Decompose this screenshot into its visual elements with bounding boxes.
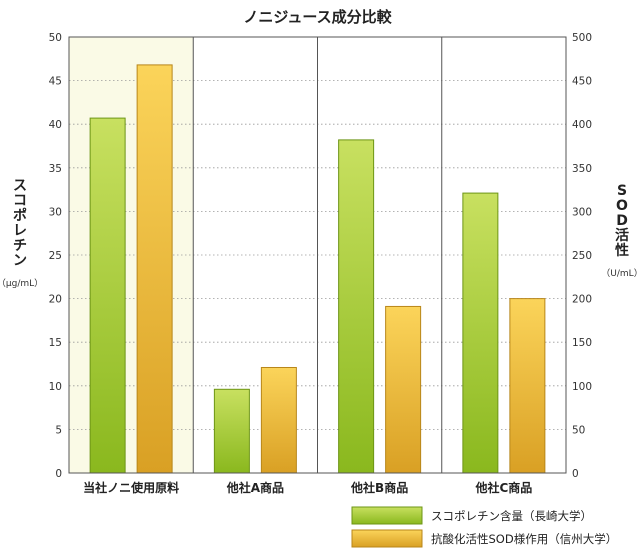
category-label: 他社A商品 bbox=[226, 480, 284, 495]
axis-title-char: O bbox=[616, 198, 628, 214]
axis-title-char: ポ bbox=[13, 207, 27, 224]
right-tick-label: 400 bbox=[572, 119, 592, 131]
axis-title-char: 性 bbox=[615, 242, 629, 259]
left-tick-label: 25 bbox=[49, 250, 62, 262]
legend-swatch bbox=[351, 529, 423, 548]
right-tick-label: 350 bbox=[572, 163, 592, 175]
right-tick-label: 200 bbox=[572, 294, 592, 306]
left-tick-label: 35 bbox=[49, 163, 62, 175]
right-axis-ticks: 0 50 100 150 200 250 300 350 400 450 500 bbox=[572, 32, 592, 480]
left-tick-label: 10 bbox=[49, 381, 62, 393]
chart-title: ノニジュース成分比較 bbox=[243, 8, 392, 26]
left-tick-label: 30 bbox=[49, 206, 62, 218]
axis-title-char: レ bbox=[13, 223, 27, 239]
left-tick-label: 15 bbox=[49, 337, 62, 349]
bar-series-1-cat-1 bbox=[260, 366, 297, 474]
left-axis-ticks: 0 5 10 15 20 25 30 35 40 45 50 bbox=[49, 32, 62, 480]
right-tick-label: 300 bbox=[572, 206, 592, 218]
category-label: 他社B商品 bbox=[350, 480, 408, 495]
left-axis-title: スコポレチン （μg/mL） bbox=[0, 178, 43, 289]
right-tick-label: 150 bbox=[572, 337, 592, 349]
bars bbox=[89, 64, 546, 474]
category-separators bbox=[192, 37, 443, 473]
legend-swatch bbox=[351, 506, 423, 525]
bar-series-0-cat-2 bbox=[338, 139, 375, 474]
axis-title-char: D bbox=[616, 213, 628, 229]
bar-series-0-cat-0 bbox=[89, 117, 126, 474]
left-tick-label: 45 bbox=[49, 76, 62, 88]
category-label: 当社ノニ使用原料 bbox=[83, 480, 179, 495]
bar-series-0-cat-3 bbox=[462, 192, 499, 474]
legend-label: スコポレチン含量（長崎大学） bbox=[431, 509, 592, 523]
plot-frame bbox=[68, 36, 567, 474]
right-tick-label: 0 bbox=[572, 468, 579, 480]
left-tick-label: 50 bbox=[49, 32, 62, 44]
axis-title-char: ン bbox=[13, 253, 27, 269]
bar-series-0-cat-1 bbox=[213, 388, 250, 474]
axis-title-char: S bbox=[617, 183, 627, 199]
axis-title-char: ス bbox=[13, 178, 27, 194]
legend-label: 抗酸化活性SOD様作用（信州大学） bbox=[431, 532, 617, 546]
left-tick-label: 0 bbox=[55, 468, 62, 480]
axis-unit-label: （U/mL） bbox=[601, 268, 640, 279]
axis-title-char: 活 bbox=[615, 227, 629, 244]
category-label: 他社C商品 bbox=[474, 480, 532, 495]
category-labels: 当社ノニ使用原料 他社A商品 他社B商品 他社C商品 bbox=[83, 480, 532, 495]
left-tick-label: 5 bbox=[55, 424, 62, 436]
highlight-background bbox=[69, 37, 194, 473]
bar-series-1-cat-3 bbox=[509, 298, 546, 474]
right-tick-label: 100 bbox=[572, 381, 592, 393]
axis-title-char: コ bbox=[13, 193, 27, 209]
bar-series-1-cat-2 bbox=[385, 305, 422, 474]
axis-title-char: チ bbox=[13, 238, 27, 254]
right-tick-label: 250 bbox=[572, 250, 592, 262]
bar-series-1-cat-0 bbox=[136, 64, 173, 474]
right-tick-label: 450 bbox=[572, 76, 592, 88]
left-tick-label: 40 bbox=[49, 119, 62, 131]
legend: スコポレチン含量（長崎大学） 抗酸化活性SOD様作用（信州大学） bbox=[351, 506, 617, 548]
left-tick-label: 20 bbox=[49, 294, 62, 306]
right-tick-label: 500 bbox=[572, 32, 592, 44]
axis-unit-label: （μg/mL） bbox=[0, 278, 43, 289]
right-tick-label: 50 bbox=[572, 424, 585, 436]
